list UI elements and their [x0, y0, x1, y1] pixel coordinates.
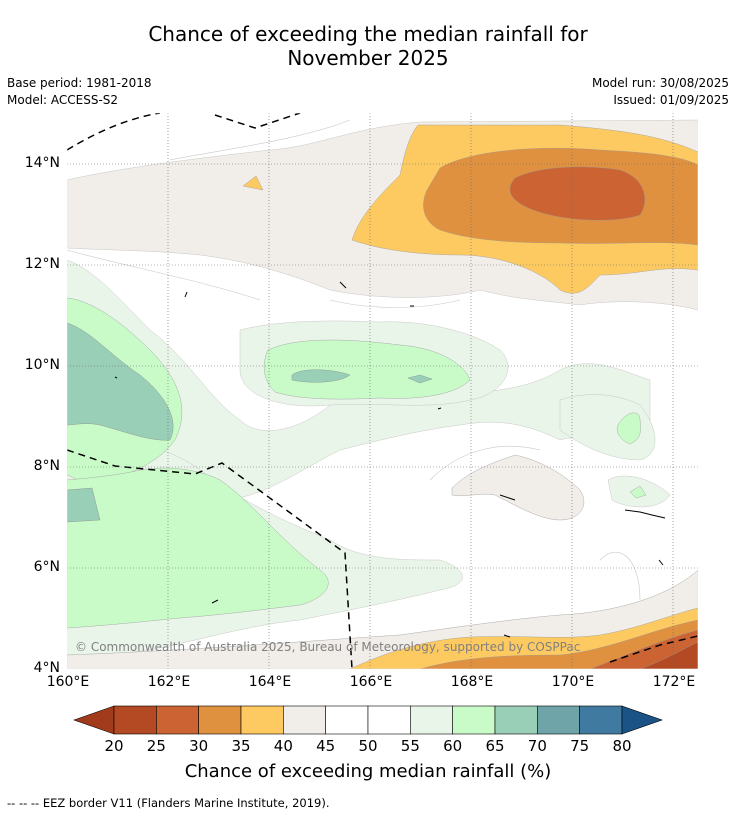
colorbar-tick-label: 25 [146, 737, 166, 755]
contour-60-65-southwest [67, 467, 329, 629]
contour-35-40-patch [242, 175, 264, 191]
contour-65-70-center2 [407, 374, 433, 384]
colorbar-tick-label: 35 [231, 737, 251, 755]
lon-label-160e: 160°E [46, 674, 90, 690]
colorbar-cell [325, 705, 369, 735]
colorbar-cell [113, 705, 157, 735]
lat-label-4n: 4°N [33, 660, 60, 676]
lat-label-8n: 8°N [33, 458, 60, 474]
colorbar-label: Chance of exceeding median rainfall (%) [184, 761, 552, 782]
colorbar-cell [452, 705, 496, 735]
colorbar-tick-label: 80 [612, 737, 632, 755]
lon-label-166e: 166°E [349, 674, 393, 690]
colorbar-cell [494, 705, 538, 735]
map-title-line1: Chance of exceeding the median rainfall … [148, 22, 588, 46]
contour-65-70-sw [67, 487, 101, 523]
colorbar [73, 705, 663, 735]
contour-40-45-mid [451, 454, 585, 521]
lon-label-162e: 162°E [147, 674, 191, 690]
contour-65-70-west [67, 322, 174, 441]
colorbar-tick-label: 55 [400, 737, 420, 755]
meta-left: Base period: 1981-2018 Model: ACCESS-S2 [7, 75, 152, 109]
colorbar-cell [283, 705, 326, 735]
colorbar-cell [367, 705, 411, 735]
lon-label-170e: 170°E [551, 674, 595, 690]
colorbar-tick-label: 75 [570, 737, 590, 755]
map-title-line2: November 2025 [287, 46, 449, 70]
lat-label-14n: 14°N [24, 155, 60, 171]
colorbar-tick-label: 70 [527, 737, 547, 755]
lat-label-6n: 6°N [33, 559, 60, 575]
colorbar-tick-label: 65 [485, 737, 505, 755]
colorbar-tick-label: 40 [273, 737, 293, 755]
colorbar-tick-label: 45 [316, 737, 336, 755]
colorbar-cell [198, 705, 242, 735]
colorbar-cells [113, 705, 623, 735]
lat-label-10n: 10°N [24, 357, 60, 373]
lon-label-168e: 168°E [450, 674, 494, 690]
colorbar-tick-label: 50 [358, 737, 378, 755]
contour-60-65-east2 [629, 485, 647, 499]
contour-25-30-north [509, 166, 646, 221]
contour-60-65-east [617, 412, 641, 445]
colorbar-cell [156, 705, 199, 735]
model-run: Model run: 30/08/2025 [591, 76, 729, 90]
contour-50-line [67, 119, 641, 601]
contour-65-70-center [291, 369, 351, 383]
lat-label-12n: 12°N [24, 256, 60, 272]
contour-60-65-center [263, 339, 471, 400]
colorbar-cell [579, 705, 623, 735]
graticule [67, 113, 698, 669]
colorbar-cell [410, 705, 453, 735]
colorbar-tick-label: 60 [443, 737, 463, 755]
colorbar-low-arrow [73, 705, 115, 735]
map-title: Chance of exceeding the median rainfall … [0, 22, 736, 70]
colorbar-cell [240, 705, 284, 735]
colorbar-tick-label: 20 [104, 737, 124, 755]
colorbar-cell [537, 705, 580, 735]
eez-footnote: -- -- -- EEZ border V11 (Flanders Marine… [7, 796, 330, 810]
map-field [67, 113, 698, 669]
issued-date: Issued: 01/09/2025 [613, 93, 729, 107]
islands [114, 281, 666, 638]
model-name: Model: ACCESS-S2 [7, 93, 119, 107]
colorbar-tick-label: 30 [189, 737, 209, 755]
lon-label-172e: 172°E [652, 674, 696, 690]
base-period: Base period: 1981-2018 [7, 76, 152, 90]
eez-border [67, 113, 698, 669]
meta-right: Model run: 30/08/2025 Issued: 01/09/2025 [592, 75, 729, 109]
lon-label-164e: 164°E [248, 674, 292, 690]
copyright-text: © Commonwealth of Australia 2025, Bureau… [75, 640, 581, 654]
map-frame [66, 112, 699, 670]
colorbar-high-arrow [621, 705, 663, 735]
